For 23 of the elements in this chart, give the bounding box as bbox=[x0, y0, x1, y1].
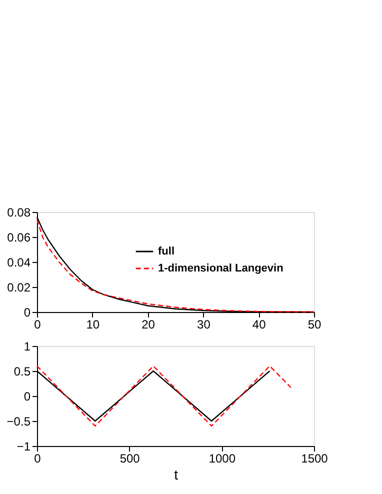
x-tick-label: 0 bbox=[34, 452, 42, 466]
y-tick-label: 0.04 bbox=[7, 256, 31, 270]
x-tick-label: 40 bbox=[252, 318, 266, 332]
legend-label: full bbox=[158, 246, 174, 258]
y-tick-label: 0.5 bbox=[14, 364, 31, 378]
x-tick-label: 50 bbox=[308, 318, 322, 332]
x-tick-label: 1000 bbox=[208, 452, 236, 466]
y-tick-label: 0 bbox=[24, 306, 31, 320]
y-tick-label: 0.08 bbox=[7, 206, 31, 220]
y-tick-label: 0.02 bbox=[7, 280, 31, 294]
x-tick-label: 500 bbox=[120, 452, 140, 466]
y-tick-label: 1 bbox=[24, 340, 31, 354]
y-tick-label: −0.5 bbox=[6, 414, 31, 428]
legend-label: 1-dimensional Langevin bbox=[158, 262, 284, 274]
x-tick-label: 30 bbox=[197, 318, 211, 332]
y-tick-label: 0.06 bbox=[7, 230, 31, 244]
y-tick-label: 0 bbox=[24, 390, 31, 404]
x-tick-label: 10 bbox=[86, 318, 100, 332]
y-tick-label: −1 bbox=[16, 440, 31, 454]
x-tick-label: 20 bbox=[142, 318, 156, 332]
x-tick-label: 0 bbox=[34, 318, 42, 332]
x-tick-label: 1500 bbox=[301, 452, 328, 466]
x-axis-title: t bbox=[174, 466, 178, 482]
